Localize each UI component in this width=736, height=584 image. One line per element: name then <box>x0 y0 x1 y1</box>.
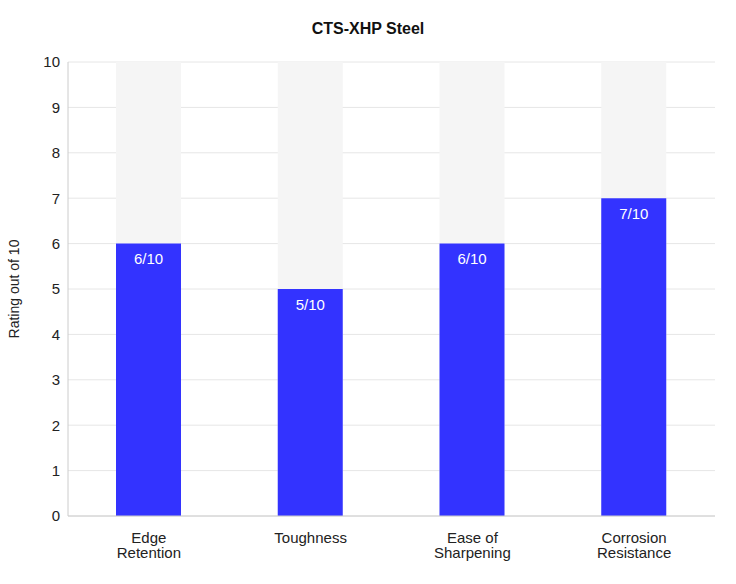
svg-text:7: 7 <box>52 190 60 207</box>
svg-text:7/10: 7/10 <box>619 205 648 222</box>
svg-text:EdgeRetention: EdgeRetention <box>117 529 181 561</box>
svg-text:6/10: 6/10 <box>457 250 486 267</box>
svg-text:CorrosionResistance: CorrosionResistance <box>597 529 671 561</box>
svg-text:Toughness: Toughness <box>274 529 347 546</box>
svg-text:5/10: 5/10 <box>296 296 325 313</box>
svg-text:10: 10 <box>43 53 60 70</box>
svg-text:9: 9 <box>52 99 60 116</box>
svg-text:6: 6 <box>52 235 60 252</box>
svg-text:0: 0 <box>52 507 60 524</box>
svg-text:4: 4 <box>52 326 60 343</box>
html-text:CTS-XHP Steel: CTS-XHP Steel <box>311 20 425 37</box>
svg-text:5: 5 <box>52 280 60 297</box>
svg-text:8: 8 <box>52 144 60 161</box>
svg-text:1: 1 <box>52 462 60 479</box>
svg-text:2: 2 <box>52 417 60 434</box>
svg-text:6/10: 6/10 <box>134 250 163 267</box>
svg-text:Ease ofSharpening: Ease ofSharpening <box>434 529 511 561</box>
svg-text:Rating out of 10: Rating out of 10 <box>8 239 22 338</box>
svg-text:3: 3 <box>52 371 60 388</box>
